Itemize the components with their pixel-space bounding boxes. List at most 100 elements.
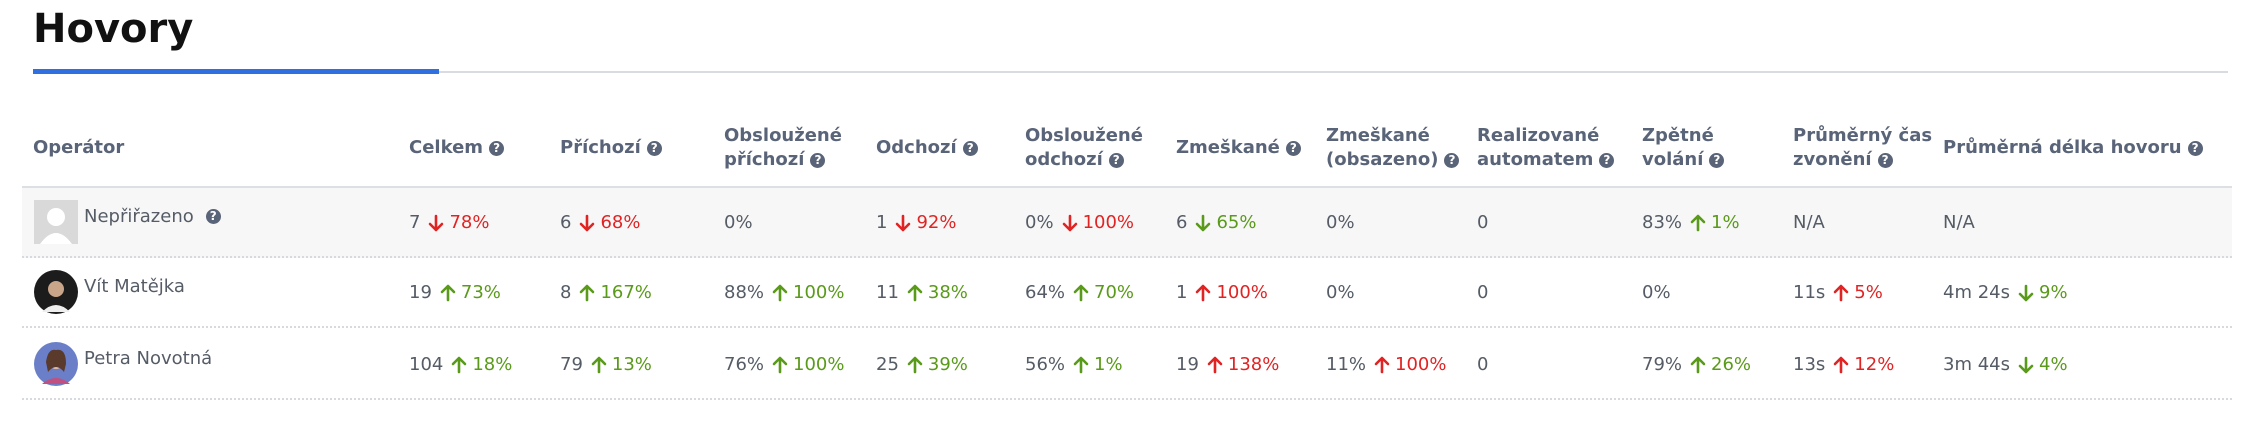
header-line: (obsazeno)? — [1326, 148, 1460, 172]
change-text: 100% — [793, 354, 845, 375]
change-text: 38% — [927, 282, 968, 303]
trend-arrow — [1374, 356, 1390, 373]
change-text: 73% — [460, 282, 501, 303]
trend-arrow — [1196, 284, 1211, 301]
cell-value: 0% — [724, 212, 753, 233]
avatar — [34, 270, 78, 314]
change: 138% — [1207, 354, 1279, 375]
change-text: 4% — [2039, 354, 2068, 375]
help-icon[interactable]: ? — [810, 152, 826, 168]
cell-value: 11% — [1326, 354, 1367, 375]
change-text: 13% — [611, 354, 652, 375]
header-line: Příchozí? — [560, 136, 662, 160]
table-cell: 19 138% — [1176, 354, 1279, 375]
help-icon[interactable]: ? — [1877, 152, 1893, 168]
operator-text: Nepřiřazeno — [84, 206, 194, 227]
change: 9% — [2018, 282, 2068, 303]
cell-value: 0 — [1477, 354, 1489, 375]
change: 100% — [772, 354, 844, 375]
change-text: 39% — [927, 354, 968, 375]
cell-value: N/A — [1793, 212, 1825, 233]
column-header: Zmeškané (obsazeno)? — [1326, 124, 1460, 172]
active-tab-indicator — [33, 69, 439, 74]
cell-value: 88% — [724, 282, 765, 303]
column-header: Zpětné volání? — [1642, 124, 1725, 172]
page-title: Hovory — [33, 6, 194, 52]
table-cell: 11% 100% — [1326, 354, 1446, 375]
header-line: Celkem? — [409, 136, 505, 160]
trend-arrow — [580, 284, 595, 301]
help-icon[interactable]: ? — [205, 209, 221, 224]
cell-value: 6 — [1176, 212, 1188, 233]
table-cell: 88% 100% — [724, 282, 844, 303]
help-icon[interactable]: ? — [1108, 152, 1124, 168]
cell-value: 6 — [560, 212, 572, 233]
help-icon[interactable]: ? — [1444, 152, 1460, 168]
header-text: Zmeškané — [1176, 137, 1280, 158]
table-cell: 76% 100% — [724, 354, 844, 375]
cell-value: 25 — [876, 354, 899, 375]
column-header: Operátor — [33, 136, 124, 160]
cell-value: 0% — [1642, 282, 1671, 303]
change: 68% — [579, 212, 640, 233]
header-text: Příchozí — [560, 137, 641, 158]
cell-value: 0% — [1025, 212, 1054, 233]
trend-arrow — [1833, 356, 1849, 373]
table-cell: 0 — [1477, 354, 1488, 375]
cell-value: N/A — [1943, 212, 1975, 233]
header-text: Zpětné — [1642, 125, 1714, 146]
change-text: 26% — [1711, 354, 1752, 375]
table-cell: 19 73% — [409, 282, 501, 303]
cell-value: 4m 24s — [1943, 282, 2010, 303]
table-cell: 104 18% — [409, 354, 512, 375]
cell-value: 19 — [409, 282, 432, 303]
help-icon[interactable]: ? — [1285, 140, 1301, 156]
change-text: 92% — [916, 212, 957, 233]
trend-arrow — [591, 356, 607, 373]
help-icon[interactable]: ? — [1599, 152, 1615, 168]
help-icon[interactable]: ? — [2187, 140, 2203, 156]
header-line: Zmeškané — [1326, 124, 1459, 148]
header-line: Průměrná délka hovoru? — [1943, 136, 2203, 160]
table-cell: 0% — [1326, 282, 1355, 303]
change: 26% — [1690, 354, 1751, 375]
change: 100% — [1195, 282, 1268, 303]
header-divider — [22, 186, 2232, 188]
cell-value: 76% — [724, 354, 765, 375]
table-cell: 0 — [1477, 282, 1488, 303]
header-line: Operátor — [33, 136, 124, 160]
trend-arrow — [1833, 284, 1849, 301]
table-cell: 11s 5% — [1793, 282, 1883, 303]
help-icon[interactable]: ? — [489, 140, 505, 156]
help-icon[interactable]: ? — [962, 140, 978, 156]
header-text: zvonění — [1793, 149, 1872, 170]
change-text: 65% — [1216, 212, 1257, 233]
column-header: Průměrná délka hovoru? — [1943, 136, 2203, 160]
header-line: Realizované — [1477, 124, 1614, 148]
trend-arrow — [440, 284, 456, 301]
column-header: Obsloužené odchozí? — [1025, 124, 1143, 172]
help-icon[interactable]: ? — [646, 140, 662, 156]
trend-arrow — [2018, 284, 2034, 301]
header-text: Realizované — [1477, 125, 1600, 146]
cell-value: 1 — [876, 212, 888, 233]
cell-value: 11 — [876, 282, 899, 303]
header-text: Obsloužené — [724, 125, 842, 146]
trend-arrow — [896, 214, 911, 231]
column-header: Zmeškané? — [1176, 136, 1301, 160]
operator-name: Nepřiřazeno? — [84, 206, 221, 227]
trend-arrow — [907, 356, 923, 373]
change-text: 68% — [600, 212, 641, 233]
cell-value: 1 — [1176, 282, 1188, 303]
change: 4% — [2018, 354, 2068, 375]
change-text: 12% — [1854, 354, 1895, 375]
change-text: 100% — [1216, 282, 1268, 303]
header-text: Průměrný čas — [1793, 125, 1933, 146]
column-header: Příchozí? — [560, 136, 662, 160]
help-icon[interactable]: ? — [1709, 152, 1725, 168]
cell-value: 83% — [1642, 212, 1683, 233]
cell-value: 64% — [1025, 282, 1066, 303]
change-text: 138% — [1227, 354, 1280, 375]
cell-value: 56% — [1025, 354, 1066, 375]
table-cell: 4m 24s 9% — [1943, 282, 2068, 303]
